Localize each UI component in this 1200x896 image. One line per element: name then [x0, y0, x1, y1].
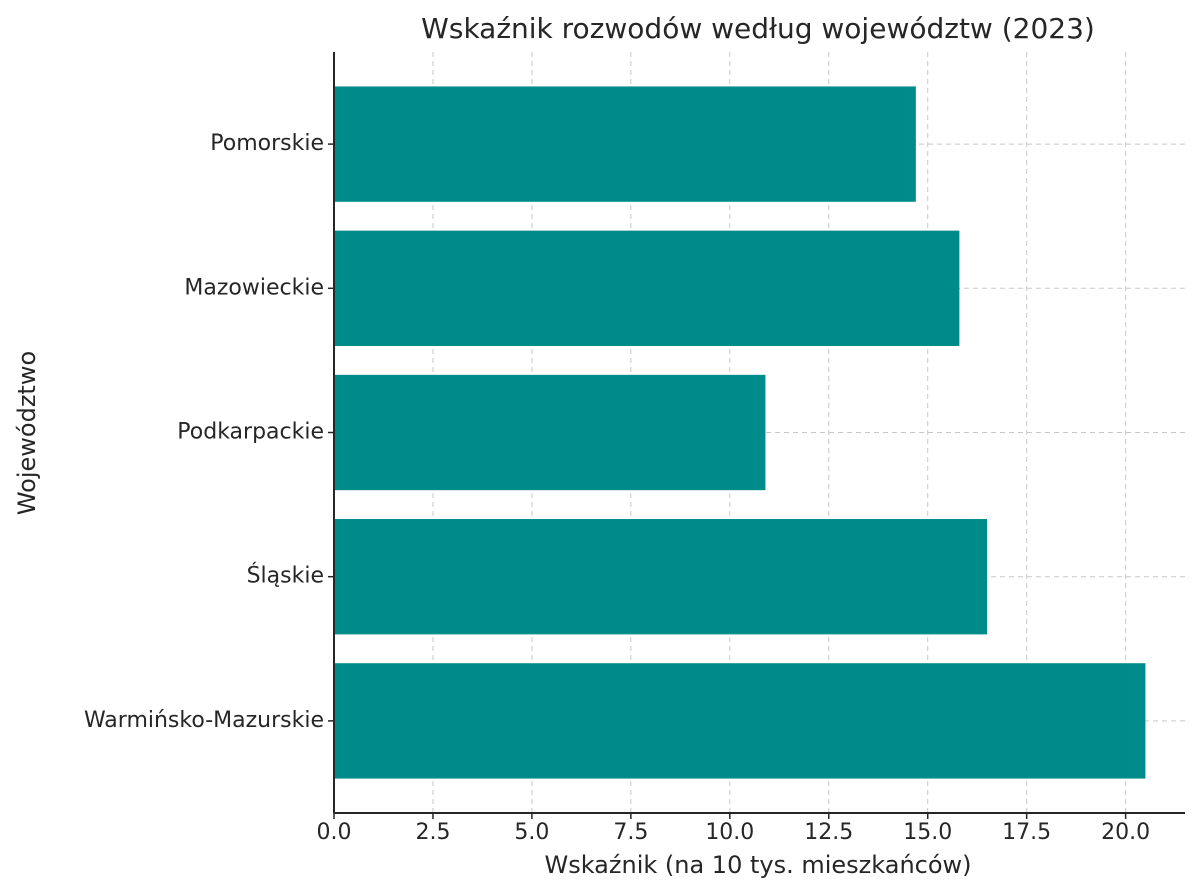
x-tick-label: 10.0	[705, 820, 754, 845]
y-tick-label: Podkarpackie	[177, 420, 324, 445]
x-tick-label: 17.5	[1002, 820, 1051, 845]
x-axis-label: Wskaźnik (na 10 tys. mieszkańców)	[544, 851, 971, 879]
y-tick-label: Śląskie	[247, 563, 324, 589]
x-tick-label: 15.0	[903, 820, 952, 845]
chart-title: Wskaźnik rozwodów według województw (202…	[421, 12, 1095, 45]
y-tick-label: Warmińsko-Mazurskie	[84, 708, 324, 733]
bar	[334, 374, 766, 491]
bar	[334, 663, 1146, 779]
bar	[334, 519, 988, 635]
x-tick-label: 5.0	[514, 820, 549, 845]
x-tick-label: 20.0	[1101, 820, 1150, 845]
y-axis-label: Województwo	[13, 351, 41, 515]
x-tick-label: 12.5	[804, 820, 853, 845]
bar	[334, 86, 916, 202]
x-tick-label: 2.5	[415, 820, 450, 845]
bar	[334, 230, 960, 346]
x-tick-label: 7.5	[613, 820, 648, 845]
y-tick-label: Pomorskie	[210, 131, 324, 156]
x-tick-label: 0.0	[317, 820, 352, 845]
y-tick-label: Mazowieckie	[184, 275, 324, 300]
